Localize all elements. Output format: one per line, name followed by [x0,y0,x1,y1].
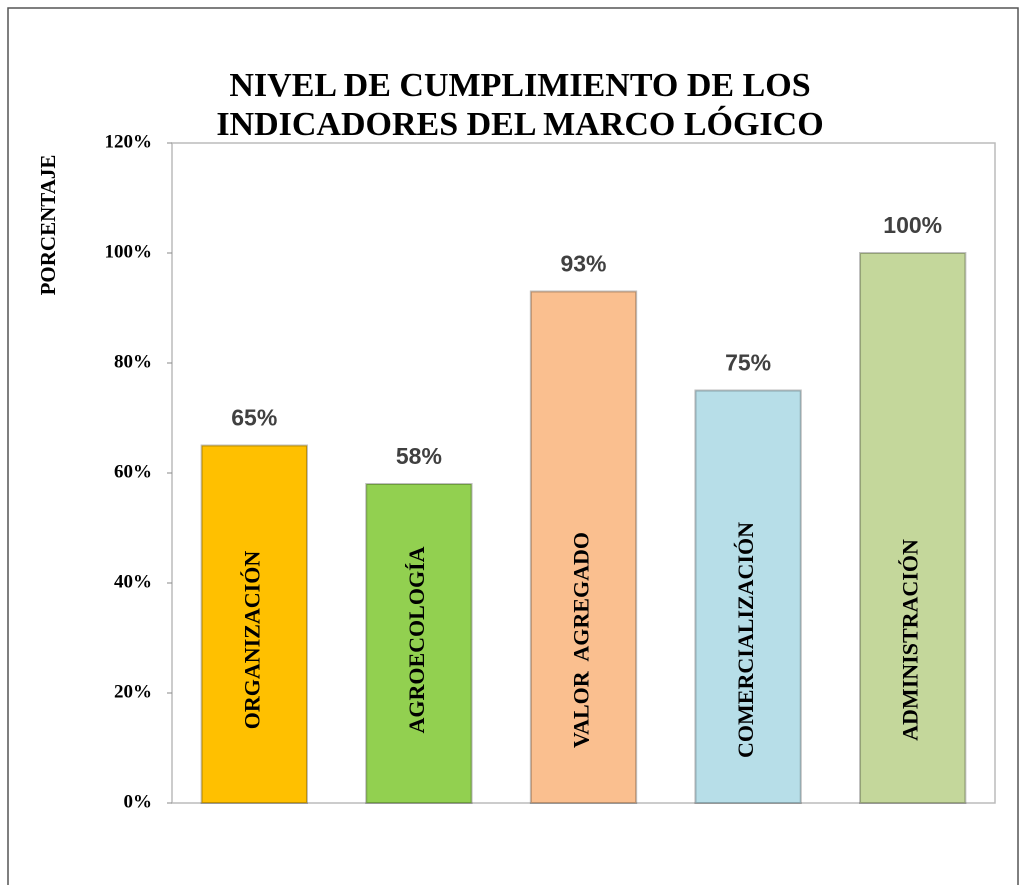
data-label: 65% [231,405,277,431]
data-label: 93% [560,251,606,277]
y-tick-label: 120% [105,131,153,152]
y-tick-label: 20% [114,681,152,702]
chart-title: INDICADORES DEL MARCO LÓGICO [216,105,823,143]
y-tick-label: 60% [114,461,152,482]
category-label: ADMINISTRACIÓN [898,539,923,741]
category-label: ORGANIZACIÓN [239,551,264,730]
frame [7,7,1019,885]
data-label: 75% [725,350,771,376]
chart-title: NIVEL DE CUMPLIMIENTO DE LOS [229,67,810,104]
category-label: VALOR AGREGADO [569,532,594,748]
y-tick-label: 80% [114,351,152,372]
data-label: 58% [396,443,442,469]
data-label: 100% [883,212,942,238]
bar [365,483,473,804]
bar [859,252,967,804]
bar [200,444,308,804]
y-tick-label: 0% [124,791,153,812]
y-tick-label: 40% [114,571,152,592]
bar [529,290,638,804]
bar [694,389,802,804]
y-tick-label: 100% [105,241,153,262]
category-label: AGROECOLOGÍA [404,546,429,733]
category-label: COMERCIALIZACIÓN [733,522,758,758]
y-axis-label: PORCENTAJE [36,155,60,296]
